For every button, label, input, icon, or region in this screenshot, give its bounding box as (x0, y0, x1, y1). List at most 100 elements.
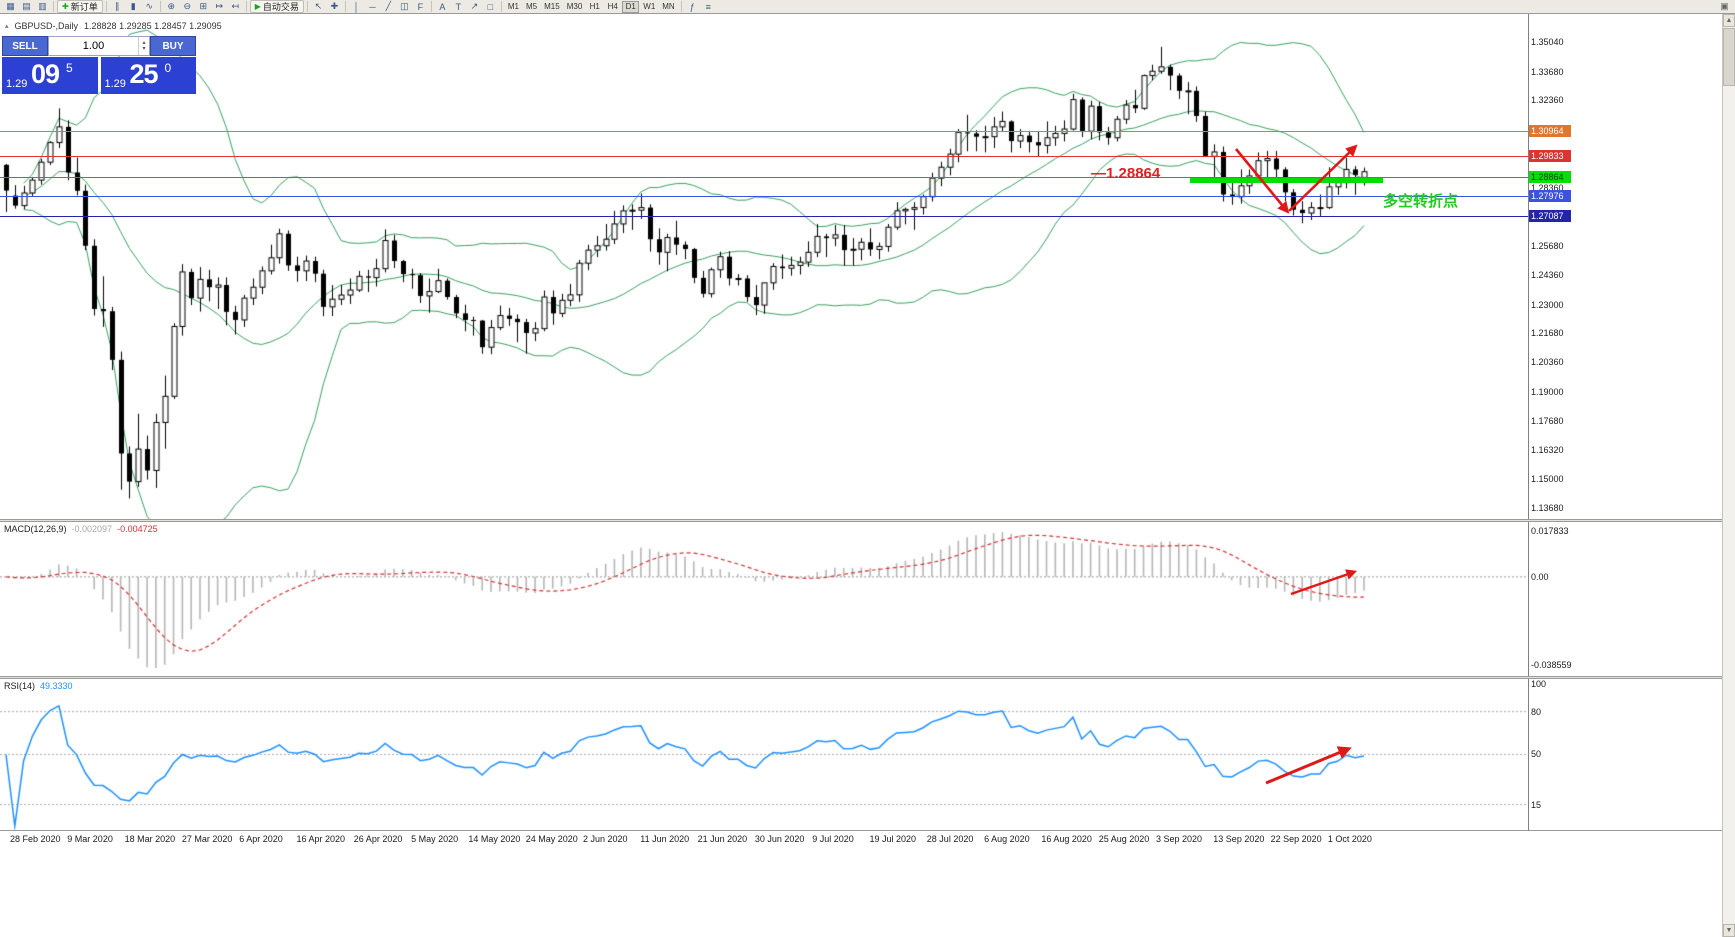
date-axis-label: 9 Mar 2020 (67, 834, 113, 844)
horizontal-line-icon[interactable]: ─ (369, 1, 376, 12)
lot-increase-icon[interactable]: ▴ (142, 40, 146, 46)
scroll-up-button[interactable]: ▲ (1723, 14, 1735, 27)
hline-1.28864 (0, 177, 1528, 178)
panel-splitter-macd[interactable] (0, 519, 1722, 522)
trendline-icon[interactable]: ╱ (385, 1, 392, 11)
chart-candles-icon[interactable]: ▮ (130, 1, 136, 11)
chart-shift-icon[interactable]: ↤ (231, 1, 239, 11)
indicators-icon[interactable]: ƒ (689, 1, 695, 12)
chart-profiles-icon[interactable]: ▤ (22, 1, 31, 11)
vertical-line-icon[interactable]: │ (353, 1, 360, 12)
chart-bars-icon[interactable]: ∥ (114, 1, 120, 11)
arrow-tool-icon[interactable]: ↗ (470, 1, 479, 11)
price-axis-label: 1.16320 (1531, 445, 1564, 456)
buy-button[interactable]: BUY (150, 36, 196, 56)
timeframe-w1-button[interactable]: W1 (643, 2, 656, 11)
vertical-scrollbar[interactable]: ▲ ▼ (1722, 14, 1735, 937)
price-axis-label: 1.20360 (1531, 357, 1564, 368)
date-axis-label: 13 Sep 2020 (1213, 834, 1265, 844)
date-axis-label: 22 Sep 2020 (1270, 834, 1322, 844)
market-watch-icon[interactable]: ▥ (38, 1, 47, 11)
macd-min-label: -0.038559 (1531, 660, 1572, 670)
timeframe-m30-button[interactable]: M30 (566, 2, 583, 11)
date-axis-label: 9 Jul 2020 (812, 834, 854, 844)
new-order-button[interactable]: ✚ 新订单 (57, 0, 103, 13)
turning-point-annotation: 多空转折点 (1383, 193, 1459, 210)
play-icon: ▶ (254, 2, 261, 11)
date-axis-label: 1 Oct 2020 (1327, 834, 1372, 844)
rsi-level-label: 100 (1531, 679, 1547, 689)
sell-price-button[interactable]: 1.29 09 5 (2, 57, 98, 94)
rsi-title: RSI(14) 49.3330 (4, 681, 73, 691)
timeframe-m5-button[interactable]: M5 (526, 2, 538, 11)
timeframe-mn-button[interactable]: MN (662, 2, 675, 11)
date-axis-label: 3 Sep 2020 (1156, 834, 1203, 844)
price-axis-label: 1.19000 (1531, 386, 1564, 397)
price-tag-1.28864: 1.28864 (1529, 170, 1571, 183)
toolbar-separator (344, 1, 346, 12)
lot-size-field[interactable]: 1.00 ▴ ▾ (48, 36, 150, 56)
shapes-icon[interactable]: □ (487, 1, 494, 12)
timeframe-m1-button[interactable]: M1 (507, 2, 520, 11)
new-order-button-label: 新订单 (70, 2, 98, 12)
fibonacci-icon[interactable]: F (417, 1, 424, 12)
timeframe-d1-button[interactable]: D1 (622, 0, 640, 13)
macd-title: MACD(12,26,9) -0.002097 -0.004725 (4, 524, 158, 534)
date-axis-label: 2 Jun 2020 (583, 834, 628, 844)
date-axis-label: 27 Mar 2020 (181, 834, 233, 844)
new-chart-icon[interactable]: ▦ (6, 1, 15, 11)
chart-line-icon[interactable]: ∿ (145, 1, 153, 11)
autotrading-button[interactable]: ▶ 自动交易 (249, 0, 304, 13)
date-axis-label: 26 Apr 2020 (353, 834, 403, 844)
lot-stepper[interactable]: ▴ ▾ (138, 37, 149, 55)
price-axis-label: 1.28360 (1531, 182, 1564, 193)
lot-size-value[interactable]: 1.00 (82, 40, 105, 52)
rsi-level-label: 50 (1531, 749, 1542, 759)
date-axis-label: 6 Apr 2020 (239, 834, 283, 844)
docking-icon[interactable]: ▣ (1720, 1, 1729, 11)
hline-1.29833 (0, 156, 1528, 157)
lot-decrease-icon[interactable]: ▾ (142, 46, 146, 52)
channel-icon[interactable]: ◫ (400, 1, 409, 11)
buy-price-button[interactable]: 1.29 25 0 (100, 57, 196, 94)
price-axis[interactable]: 1.350401.336801.323601.310401.297201.283… (1529, 14, 1593, 520)
tile-windows-icon[interactable]: ⊞ (199, 1, 207, 11)
sell-price-sup: 5 (66, 61, 73, 75)
date-axis-label: 6 Aug 2020 (984, 834, 1030, 844)
price-tag-1.27087: 1.27087 (1529, 209, 1571, 222)
zoom-in-icon[interactable]: ⊕ (167, 1, 175, 11)
timeframe-m15-button[interactable]: M15 (544, 2, 560, 11)
panel-splitter-rsi[interactable] (0, 676, 1722, 679)
timeframe-h4-button[interactable]: H4 (607, 2, 618, 11)
rsi-value: 49.3330 (40, 681, 73, 691)
date-axis-label: 11 Jun 2020 (640, 834, 690, 844)
macd-signal-value: -0.004725 (117, 524, 158, 534)
cursor-icon[interactable]: ↖ (314, 1, 323, 11)
toolbar-separator (680, 1, 682, 12)
date-axis-label: 30 Jun 2020 (754, 834, 805, 844)
buy-price-sup: 0 (164, 61, 172, 75)
price-chart-canvas[interactable] (0, 14, 1528, 520)
date-axis-label: 28 Feb 2020 (10, 834, 61, 844)
zoom-out-icon[interactable]: ⊖ (183, 1, 191, 11)
timeframe-h1-button[interactable]: H1 (589, 2, 600, 11)
text-label-icon[interactable]: T (455, 1, 462, 12)
templates-icon[interactable]: ≡ (705, 1, 711, 12)
rsi-panel: RSI(14) 49.3330 (0, 679, 1528, 830)
macd-canvas[interactable] (0, 522, 1528, 676)
toolbar-separator (53, 1, 54, 12)
sell-price-big: 09 (31, 59, 60, 89)
support-highlight-bar (1190, 178, 1383, 183)
text-icon[interactable]: A (439, 1, 446, 12)
axis-separator-line (1528, 14, 1529, 831)
sell-button[interactable]: SELL (2, 36, 48, 56)
price-axis-label: 1.15000 (1531, 474, 1564, 485)
crosshair-icon[interactable]: ✚ (330, 1, 339, 11)
scroll-down-button[interactable]: ▼ (1723, 924, 1735, 937)
time-axis[interactable]: 28 Feb 2020 9 Mar 2020 18 Mar 2020 27 Mar 2… (0, 830, 1722, 848)
auto-scroll-icon[interactable]: ↦ (215, 1, 223, 11)
price-axis-label: 1.32360 (1531, 95, 1564, 106)
price-axis-label: 1.25680 (1531, 241, 1564, 252)
scroll-thumb[interactable] (1723, 28, 1735, 86)
rsi-canvas[interactable] (0, 679, 1528, 830)
